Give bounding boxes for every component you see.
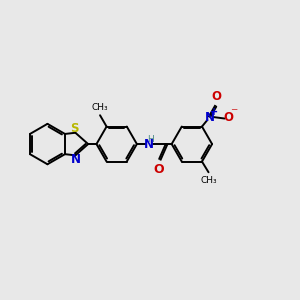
Text: O: O xyxy=(153,163,164,176)
Text: S: S xyxy=(70,122,79,135)
Text: H: H xyxy=(147,135,154,144)
Text: O: O xyxy=(212,90,222,103)
Text: +: + xyxy=(210,107,218,117)
Text: N: N xyxy=(144,138,154,151)
Text: O: O xyxy=(223,111,233,124)
Text: N: N xyxy=(205,110,215,124)
Text: CH₃: CH₃ xyxy=(201,176,218,185)
Text: CH₃: CH₃ xyxy=(92,103,108,112)
Text: N: N xyxy=(70,153,80,166)
Text: ⁻: ⁻ xyxy=(230,106,237,120)
